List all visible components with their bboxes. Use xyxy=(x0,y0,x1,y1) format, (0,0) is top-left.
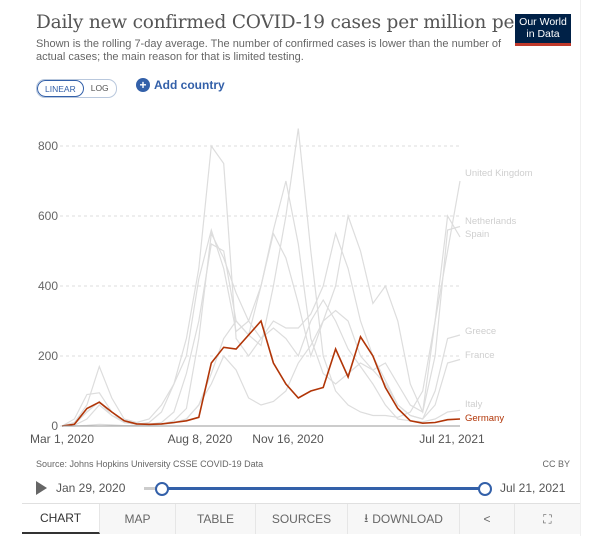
series-label[interactable]: Netherlands xyxy=(465,216,516,227)
chart-subtitle: Shown is the rolling 7-day average. The … xyxy=(36,38,502,63)
scale-toggle: LINEAR LOG xyxy=(36,79,117,98)
logo-line-2: in Data xyxy=(526,28,560,40)
chart-title: Daily new confirmed COVID-19 cases per m… xyxy=(36,12,554,33)
series-line-germany[interactable] xyxy=(61,319,461,427)
series-label[interactable]: Greece xyxy=(465,326,496,337)
series-line-greece[interactable] xyxy=(62,309,461,427)
timeline-start-handle[interactable] xyxy=(155,482,169,496)
bottom-tabs: CHART MAP TABLE SOURCES ⭳ DOWNLOAD < ⛶ xyxy=(22,503,580,534)
add-country-button[interactable]: + Add country xyxy=(136,78,225,92)
x-tick-label: Nov 16, 2020 xyxy=(252,432,324,446)
timeline: Jan 29, 2020 Jul 21, 2021 xyxy=(36,478,576,498)
x-tick-label: Jul 21, 2021 xyxy=(419,432,485,446)
timeline-start-label: Jan 29, 2020 xyxy=(56,481,126,495)
timeline-track[interactable] xyxy=(144,482,492,496)
tab-download[interactable]: ⭳ DOWNLOAD xyxy=(348,504,460,534)
y-tick-label: 600 xyxy=(38,209,58,223)
series-line-spain[interactable] xyxy=(61,180,461,427)
play-icon[interactable] xyxy=(36,481,47,495)
source-note[interactable]: Source: Johns Hopkins University CSSE CO… xyxy=(36,459,264,469)
log-scale-button[interactable]: LOG xyxy=(90,83,109,93)
license-link[interactable]: CC BY xyxy=(542,459,570,469)
tab-sources[interactable]: SOURCES xyxy=(256,504,348,534)
add-country-label: Add country xyxy=(154,78,225,92)
linear-scale-button[interactable]: LINEAR xyxy=(37,80,84,97)
timeline-range xyxy=(160,487,484,490)
owid-logo[interactable]: Our World in Data xyxy=(515,14,571,46)
series-label[interactable]: France xyxy=(465,350,495,361)
share-button[interactable]: < xyxy=(460,504,515,534)
y-tick-label: 0 xyxy=(51,419,58,433)
y-tick-label: 400 xyxy=(38,279,58,293)
timeline-end-handle[interactable] xyxy=(478,482,492,496)
x-tick-label: Mar 1, 2020 xyxy=(30,432,94,446)
x-tick-label: Aug 8, 2020 xyxy=(168,432,233,446)
timeline-end-label: Jul 21, 2021 xyxy=(500,481,566,495)
line-chart: 0 200 400 600 800 United Kingdom Netherlands S… xyxy=(30,128,533,446)
plus-icon: + xyxy=(136,78,150,92)
tab-chart[interactable]: CHART xyxy=(22,504,100,534)
series-line-united-kingdom[interactable] xyxy=(61,128,461,427)
series-label[interactable]: Italy xyxy=(465,399,483,410)
y-tick-label: 800 xyxy=(38,139,58,153)
tab-download-label: DOWNLOAD xyxy=(372,512,443,526)
tab-table[interactable]: TABLE xyxy=(176,504,256,534)
chart-card: Daily new confirmed COVID-19 cases per m… xyxy=(22,0,581,536)
logo-line-1: Our World xyxy=(519,16,567,28)
fullscreen-icon: ⛶ xyxy=(543,511,552,526)
y-tick-label: 200 xyxy=(38,349,58,363)
series-line-italy[interactable] xyxy=(61,231,461,427)
series-label[interactable]: Germany xyxy=(465,413,504,424)
series-label[interactable]: Spain xyxy=(465,229,489,240)
series-label[interactable]: United Kingdom xyxy=(465,168,533,179)
download-icon: ⭳ xyxy=(364,510,369,525)
tab-map[interactable]: MAP xyxy=(100,504,176,534)
share-icon: < xyxy=(483,512,491,526)
fullscreen-button[interactable]: ⛶ xyxy=(515,504,580,534)
